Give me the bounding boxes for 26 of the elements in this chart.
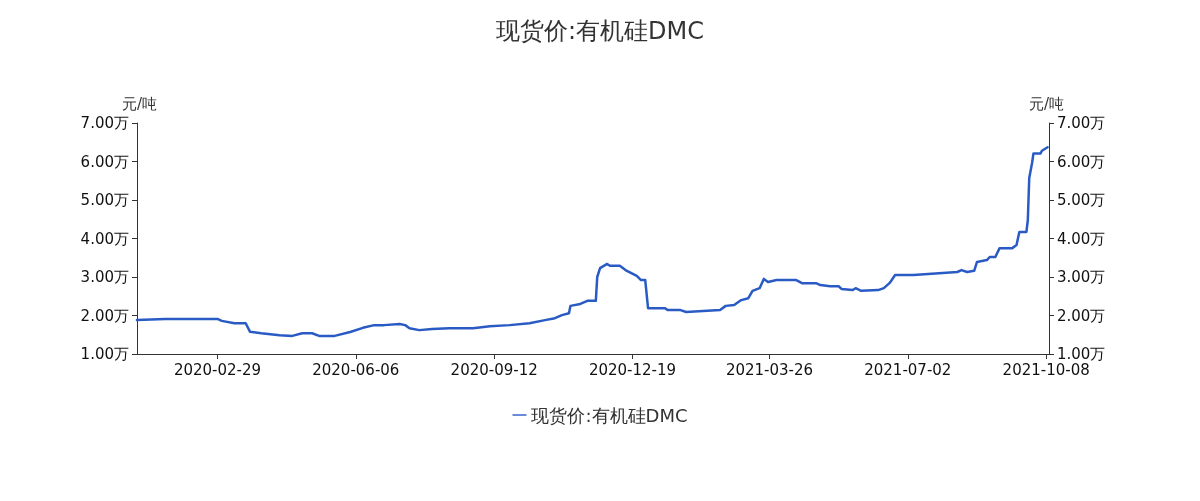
y2-tick-label: 1.00万 <box>1057 345 1106 363</box>
x-tick-label: 2020-02-29 <box>173 360 262 379</box>
y2-tick-label: 2.00万 <box>1057 306 1106 325</box>
y2-tick-label: 7.00万 <box>1057 114 1106 132</box>
y2-axis-title: 元/吨 <box>1029 94 1065 113</box>
x-tick-label: 2020-06-06 <box>312 360 400 379</box>
x-tick-label: 2021-10-08 <box>1002 360 1090 379</box>
y-tick-label: 3.00万 <box>80 268 129 286</box>
chart-title: 现货价:有机硅DMC <box>495 17 705 45</box>
y-tick-label: 6.00万 <box>80 152 129 171</box>
y2-tick-label: 4.00万 <box>1057 229 1106 248</box>
y-tick-label: 7.00万 <box>80 114 129 132</box>
y2-tick-label: 3.00万 <box>1057 268 1106 286</box>
y-tick-label: 4.00万 <box>80 229 129 248</box>
line-series <box>135 146 1049 338</box>
x-tick-label: 2020-09-12 <box>450 360 538 379</box>
x-tick-label: 2021-07-02 <box>864 360 952 379</box>
y-axis-title: 元/吨 <box>121 94 157 113</box>
y-tick-label: 1.00万 <box>80 345 129 363</box>
y2-tick-label: 6.00万 <box>1057 152 1106 171</box>
y2-tick-label: 5.00万 <box>1057 191 1106 209</box>
y-tick-label: 5.00万 <box>80 191 129 209</box>
legend-label: 现货价:有机硅DMC <box>531 404 688 426</box>
y-tick-label: 2.00万 <box>80 306 129 325</box>
x-tick-label: 2021-03-26 <box>725 360 814 379</box>
x-tick-label: 2020-12-19 <box>588 360 677 379</box>
